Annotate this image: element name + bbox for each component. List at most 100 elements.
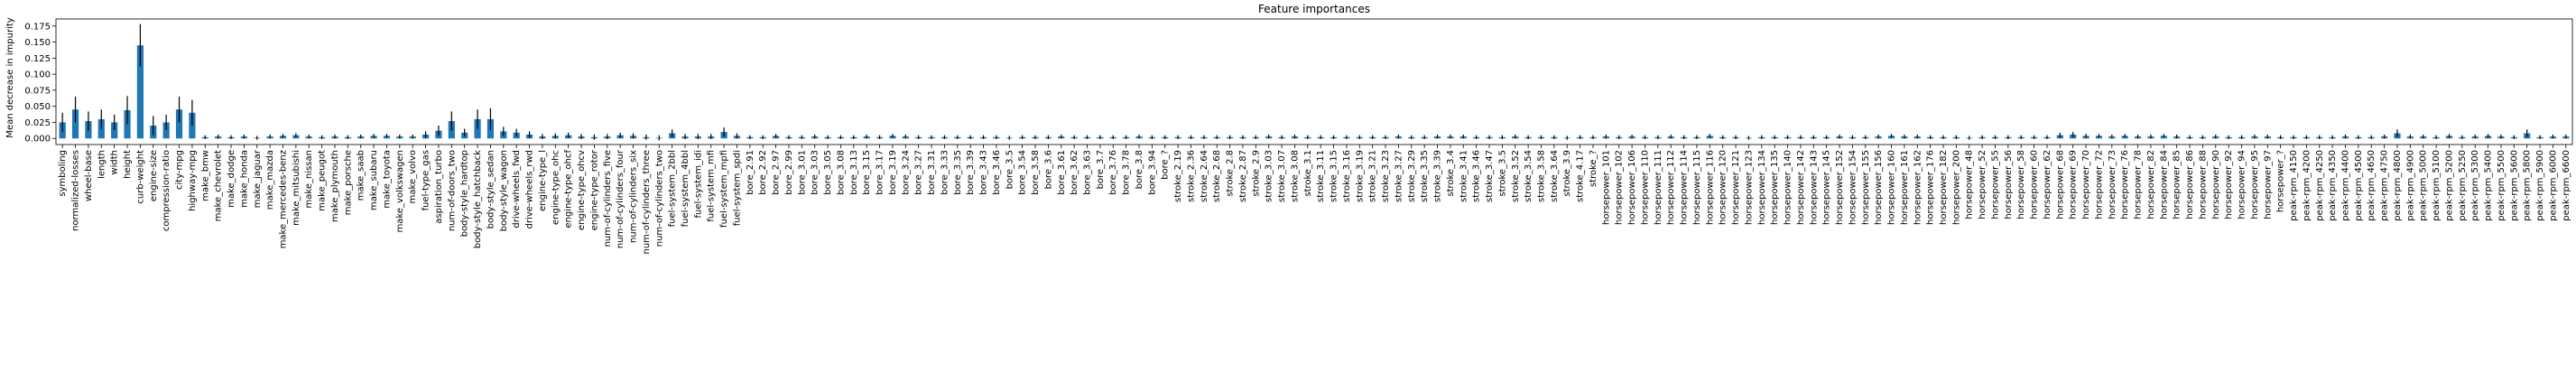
x-tick-label: peak-rpm_5800 [2523,150,2533,221]
x-tick-label: width [110,150,120,175]
x-tick-label: bore_3.63 [1083,150,1093,195]
x-tick-label: stroke_3.1 [1303,150,1313,197]
chart-title: Feature importances [1258,3,1370,15]
x-tick-label: peak-rpm_5200 [2444,150,2454,221]
x-tick-label: stroke_2.64 [1200,150,1209,202]
x-tick-label: make_porsche [343,150,353,215]
x-tick-label: peak-rpm_4650 [2367,150,2377,221]
x-tick-label: bore_3.17 [876,150,885,195]
x-tick-label: drive-wheels_fwd [512,150,522,229]
x-tick-label: horsepower_78 [2134,150,2144,220]
x-tick-label: fuel-system_mpfi [719,150,729,228]
x-tick-label: fuel-system_idi [693,150,703,218]
x-tick-label: horsepower_111 [1654,150,1663,225]
x-tick-label: bore_3.78 [1122,150,1132,195]
x-tick-label: horsepower_55 [1990,150,2000,220]
x-tick-label: peak-rpm_4250 [2315,150,2325,221]
x-tick-label: horsepower_161 [1900,150,1910,225]
x-tick-label: peak-rpm_6600 [2562,150,2571,221]
x-tick-label: horsepower_200 [1951,150,1961,225]
x-tick-label: make_saab [357,150,366,201]
x-tick-label: bore_3.54 [1018,150,1028,195]
x-tick-label: engine-type_ohcf [564,150,574,229]
x-tick-label: stroke_3.11 [1316,150,1326,202]
x-tick-label: bore_3.39 [966,150,976,195]
x-tick-label: bore_3.7 [1096,150,1106,189]
x-tick-label: stroke_2.68 [1212,150,1222,202]
x-tick-label: horsepower_134 [1757,150,1767,225]
x-tick-label: fuel-system_mfi [707,150,717,222]
x-tick-label: peak-rpm_4500 [2354,150,2364,221]
x-tick-label: peak-rpm_4350 [2328,150,2338,221]
x-tick-label: horsepower_97 [2263,150,2273,220]
x-tick-label: stroke_3.54 [1524,150,1534,202]
x-tick-label: stroke_3.19 [1355,150,1365,202]
x-tick-label: horsepower_58 [2016,150,2026,220]
y-tick-label: 0.150 [24,38,51,48]
x-tick-label: stroke_3.35 [1420,150,1430,202]
x-tick-label: horsepower_76 [2120,150,2130,220]
x-tick-label: engine-type_l [538,150,548,211]
x-tick-label: peak-rpm_4150 [2289,150,2299,221]
x-tick-label: horsepower_156 [1874,150,1884,225]
x-tick-label: horsepower_69 [2069,150,2079,220]
x-tick-label: horsepower_142 [1796,150,1806,225]
x-tick-label: stroke_2.8 [1226,150,1236,197]
x-tick-label: bore_3.13 [849,150,859,195]
x-tick-label: bore_3.76 [1108,150,1118,195]
x-tick-label: stroke_2.19 [1173,150,1183,202]
x-tick-label: stroke_3.9 [1562,150,1572,197]
x-tick-label: horsepower_84 [2159,150,2169,220]
x-tick-label: bore_2.99 [784,150,794,195]
x-tick-label: make_volvo [408,150,418,203]
x-tick-label: peak-rpm_4200 [2302,150,2312,221]
x-tick-label: make_jaguar [253,149,263,208]
x-tick-label: bore_3.61 [1057,150,1067,195]
x-tick-label: bore_3.58 [1031,150,1041,195]
x-tick-label: stroke_2.9 [1251,150,1261,197]
x-tick-label: bore_3.01 [797,150,807,195]
bar [162,122,170,139]
y-tick-label: 0.100 [24,70,51,80]
plot-frame [55,18,2573,145]
x-tick-label: engine-type_ohcv [577,150,587,230]
x-tick-label: stroke_2.36 [1186,150,1196,202]
x-tick-label: stroke_3.07 [1277,150,1287,202]
x-tick-label: horsepower_101 [1601,150,1611,225]
x-tick-label: peak-rpm_4800 [2393,150,2403,221]
x-tick-label: engine-size [149,150,159,201]
x-tick-label: horsepower_116 [1705,150,1715,225]
x-tick-label: bore_3.6 [1043,150,1053,189]
x-tick-label: bore_3.8 [1135,150,1144,189]
x-tick-label: horsepower_73 [2108,150,2117,220]
x-tick-label: length [97,150,107,179]
x-tick-label: highway-mpg [188,150,198,211]
x-tick-label: wheel-base [84,150,94,201]
x-tick-label: horsepower_162 [1913,150,1923,225]
x-tick-label: horsepower_68 [2055,150,2065,220]
x-tick-label: stroke_3.52 [1511,150,1521,202]
x-tick-label: make_subaru [369,150,379,210]
x-tick-label: horsepower_154 [1848,150,1858,225]
x-tick-label: make_mercedes-benz [278,150,288,248]
x-tick-label: engine-type_ohc [551,150,561,225]
x-tick-label: stroke_3.16 [1342,150,1352,202]
x-tick-label: bore_3.31 [927,150,937,195]
x-tick-label: stroke_3.23 [1381,150,1391,202]
x-tick-label: horsepower_123 [1744,150,1754,225]
x-tick-label: num-of-cylinders_four [616,149,625,248]
y-tick-label: 0.075 [24,86,51,96]
x-tick-label: horsepower_48 [1965,150,1975,220]
x-tick-label: horsepower_155 [1861,150,1871,225]
x-tick-label: stroke_3.21 [1368,150,1378,202]
x-tick-label: horsepower_160 [1887,150,1897,225]
x-tick-label: stroke_3.08 [1290,150,1300,202]
x-tick-label: horsepower_102 [1615,150,1625,225]
x-tick-label: horsepower_70 [2081,150,2091,220]
x-tick-label: horsepower_85 [2173,150,2182,220]
x-tick-label: horsepower_? [2276,150,2286,212]
x-tick-label: make_dodge [227,150,236,208]
x-tick-label: stroke_3.5 [1497,150,1507,197]
x-tick-label: peak-rpm_5100 [2432,150,2442,221]
x-tick-label: fuel-type_gas [422,150,431,210]
